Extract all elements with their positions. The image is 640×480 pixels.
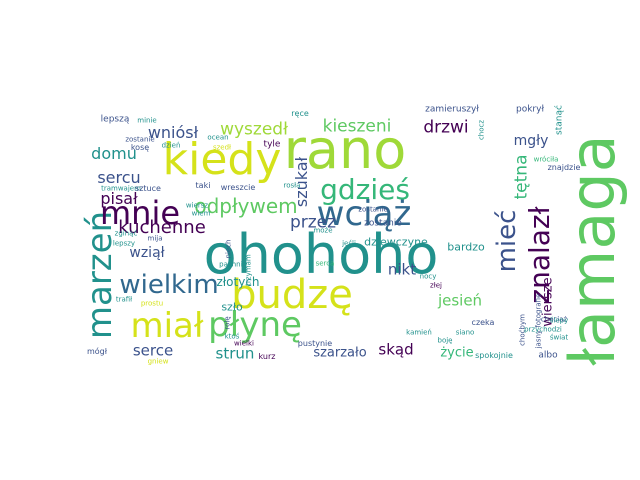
- word-gdzies: gdzieś: [320, 173, 410, 206]
- word-slepy: ślepy: [549, 316, 569, 325]
- word-swiat: świat: [549, 333, 569, 342]
- word-wzial: wziął: [129, 245, 165, 261]
- word-mial: miał: [130, 306, 204, 346]
- word-miec: mieć: [492, 209, 522, 273]
- word-skad: skąd: [378, 340, 414, 359]
- word-tyle: tyle: [263, 139, 281, 150]
- word-spokojnie: spokojnie: [475, 351, 513, 360]
- word-bardzo: bardzo: [447, 240, 485, 254]
- word-zostanie-2: zostanie: [125, 135, 155, 144]
- word-wyszedl: wyszedł: [220, 119, 288, 140]
- word-albo: albo: [538, 350, 558, 361]
- word-wiersz: wiersz: [185, 201, 209, 210]
- word-tramwajem: tramwajem: [101, 184, 141, 193]
- word-trzymam: trzymam: [244, 254, 253, 286]
- word-rosla: rosła: [283, 181, 301, 190]
- word-jesli: jeśli: [342, 239, 356, 248]
- word-kieszeni: kieszeni: [322, 116, 392, 137]
- word-odplywem: odpływem: [194, 194, 298, 218]
- word-znajdzie: znajdzie: [547, 163, 581, 172]
- word-zlej: złej: [430, 281, 442, 290]
- word-serca: serca: [315, 259, 335, 268]
- word-kose: kosę: [130, 143, 150, 152]
- word-zostanie-3: zostanie: [358, 205, 388, 214]
- word-pokryl: pokrył: [515, 104, 545, 115]
- word-pustynie: pustynie: [297, 339, 333, 348]
- word-mija: mija: [147, 234, 163, 243]
- word-czeka: czeka: [471, 318, 495, 327]
- word-wiem: wiem: [191, 209, 211, 218]
- word-nocy: nocy: [419, 272, 437, 281]
- word-plyne: płynę: [208, 305, 302, 345]
- word-szarzalo: szarzało: [313, 345, 367, 361]
- word-chocz: chocz: [477, 119, 486, 141]
- word-przez: przez: [289, 212, 337, 233]
- word-role: rolę: [223, 316, 232, 330]
- word-sercu: sercu: [97, 168, 141, 187]
- word-ktos: ktoś: [224, 332, 240, 341]
- word-strun: strun: [215, 344, 255, 363]
- word-rano: rano: [283, 118, 407, 181]
- word-kamien: kamień: [406, 328, 432, 337]
- word-szedl: szedł: [212, 143, 232, 152]
- word-zostanie-1: zostanie: [364, 218, 402, 229]
- word-przychodzi: przychodzi: [524, 325, 562, 334]
- word-trafil: trafił: [115, 295, 133, 304]
- word-pisal: pisał: [100, 189, 138, 208]
- word-zycie: życie: [440, 345, 474, 361]
- word-wielkim: wielkim: [119, 270, 219, 300]
- word-wniosl: wniósł: [147, 123, 199, 142]
- word-wciaz: wciąż: [316, 194, 412, 234]
- word-budze: budzę: [231, 272, 353, 318]
- word-tetna: tętna: [511, 154, 532, 200]
- word-mnie: mnie: [99, 194, 181, 232]
- word-dzien: dzień: [161, 141, 181, 150]
- word-nikt: nikt: [387, 260, 417, 279]
- word-pachnie: pachnie: [219, 260, 247, 269]
- word-mogl: mógł: [86, 347, 108, 356]
- word-domu: domu: [91, 144, 137, 163]
- word-ohohoho: ohohoho: [203, 223, 439, 286]
- word-mgly: mgły: [513, 133, 549, 149]
- word-lepsza: lepszą: [100, 114, 130, 125]
- word-wreszcie: wreszcie: [220, 183, 256, 192]
- word-niech: niech: [224, 239, 233, 259]
- word-cloud-canvas: ohohoho łamaga rano kiedy budzę płynę mi…: [80, 105, 629, 370]
- word-zamieruszyl: zamieruszył: [425, 104, 479, 115]
- word-gniew: gniew: [147, 357, 169, 366]
- word-zginac: zginąć: [114, 229, 138, 238]
- word-siano: siano: [455, 328, 475, 337]
- word-moze: może: [313, 226, 333, 235]
- word-prostu: prostu: [140, 299, 164, 308]
- word-chocbym: choćbym: [518, 314, 527, 346]
- word-kiedy: kiedy: [162, 134, 282, 185]
- word-wrocila: wróciła: [533, 155, 559, 164]
- word-minie: minie: [137, 116, 157, 125]
- word-kurz: kurz: [258, 352, 276, 361]
- word-dziewczyne: dziewczynę: [364, 235, 428, 249]
- word-ocean: ocean: [207, 133, 229, 142]
- word-wielki: wielki: [234, 339, 254, 348]
- word-chociaz: chociaż: [540, 315, 568, 324]
- word-stanac: stanąć: [554, 105, 565, 135]
- word-zlotych: złotych: [216, 275, 260, 289]
- word-rece: ręce: [291, 109, 309, 118]
- word-sztuce: sztuce: [135, 184, 161, 193]
- word-szlo: szło: [221, 300, 243, 314]
- word-kuchenne: kuchenne: [118, 217, 206, 238]
- word-serce: serce: [132, 341, 174, 360]
- word-boje: boję: [437, 336, 453, 345]
- word-jesien: jesień: [437, 291, 483, 310]
- word-lepszy: lepszy: [112, 239, 136, 248]
- word-taki: taki: [195, 181, 211, 190]
- word-drzwi: drzwi: [423, 117, 469, 138]
